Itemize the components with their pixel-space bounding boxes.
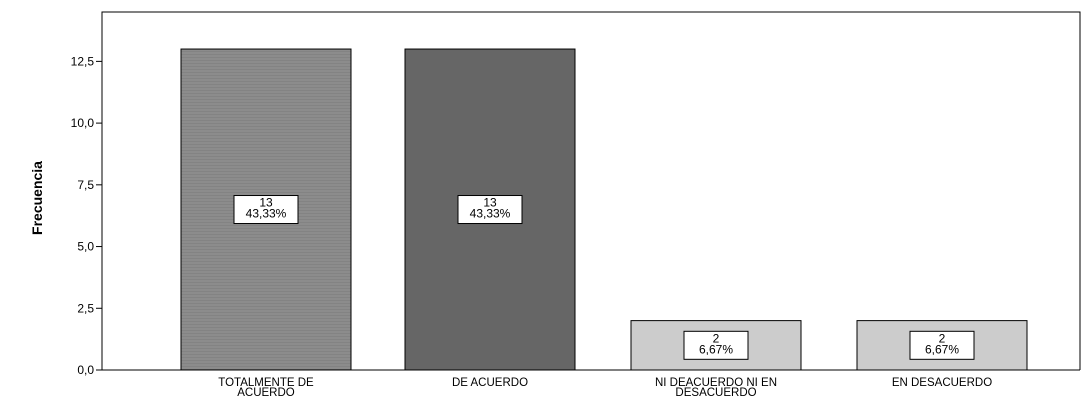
y-tick-label: 5,0 (77, 240, 94, 254)
data-label-text: 13 (259, 196, 273, 210)
data-label-box (457, 195, 523, 225)
data-label-text: 43,33% (470, 207, 511, 221)
x-category-label: DESACUERDO (675, 387, 756, 396)
y-tick-label: 10,0 (71, 116, 95, 130)
data-label-box (683, 330, 749, 360)
x-category-label: EN DESACUERDO (892, 377, 992, 389)
x-category-label: DE ACUERDO (452, 377, 528, 389)
data-label-text: 2 (713, 331, 720, 345)
y-axis-label: Frecuencia (29, 161, 45, 235)
data-label-text: 2 (939, 331, 946, 345)
data-label: 26,67% (909, 330, 975, 360)
plot-frame (101, 11, 1081, 370)
data-label-text: 6,67% (699, 342, 733, 356)
x-category-label: TOTALMENTE DE (218, 377, 314, 389)
data-label-text: 43,33% (246, 207, 287, 221)
y-tick-label: 12,5 (71, 54, 95, 68)
y-tick-label: 0,0 (77, 363, 94, 377)
x-category-label: NI DEACUERDO NI EN (655, 377, 777, 389)
data-label: 26,67% (683, 330, 749, 360)
data-label-text: 6,67% (925, 342, 959, 356)
data-label-box (233, 195, 299, 225)
y-tick-label: 2,5 (77, 301, 94, 315)
y-tick-label: 7,5 (77, 178, 94, 192)
data-label-text: 13 (483, 196, 497, 210)
x-category-label: ACUERDO (237, 387, 295, 396)
data-label-box (909, 330, 975, 360)
